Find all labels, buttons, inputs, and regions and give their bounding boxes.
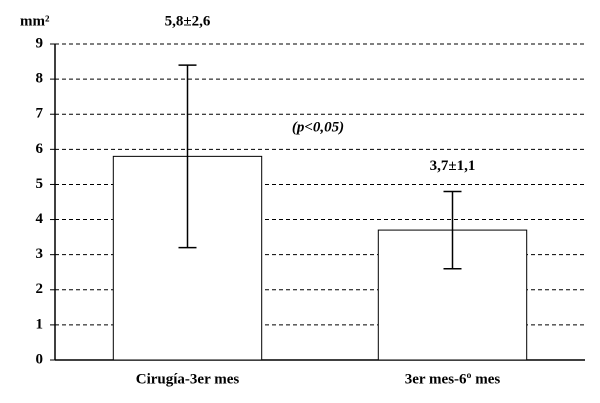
x-tick-label: 3er mes-6º mes bbox=[405, 371, 501, 387]
value-label: 5,8±2,6 bbox=[165, 13, 211, 29]
y-tick-label: 9 bbox=[36, 35, 44, 51]
x-tick-label: Cirugía-3er mes bbox=[136, 371, 240, 387]
y-tick-label: 8 bbox=[36, 71, 44, 87]
y-axis-label: mm² bbox=[20, 13, 50, 29]
value-label: 3,7±1,1 bbox=[430, 158, 476, 174]
y-tick-label: 0 bbox=[36, 351, 44, 367]
y-tick-label: 7 bbox=[36, 106, 44, 122]
y-tick-label: 5 bbox=[36, 176, 44, 192]
y-tick-label: 4 bbox=[36, 211, 44, 227]
y-tick-label: 2 bbox=[36, 281, 44, 297]
y-tick-label: 1 bbox=[36, 316, 44, 332]
annotation: (p<0,05) bbox=[292, 119, 344, 135]
y-tick-label: 3 bbox=[36, 246, 44, 262]
y-tick-label: 6 bbox=[36, 141, 44, 157]
